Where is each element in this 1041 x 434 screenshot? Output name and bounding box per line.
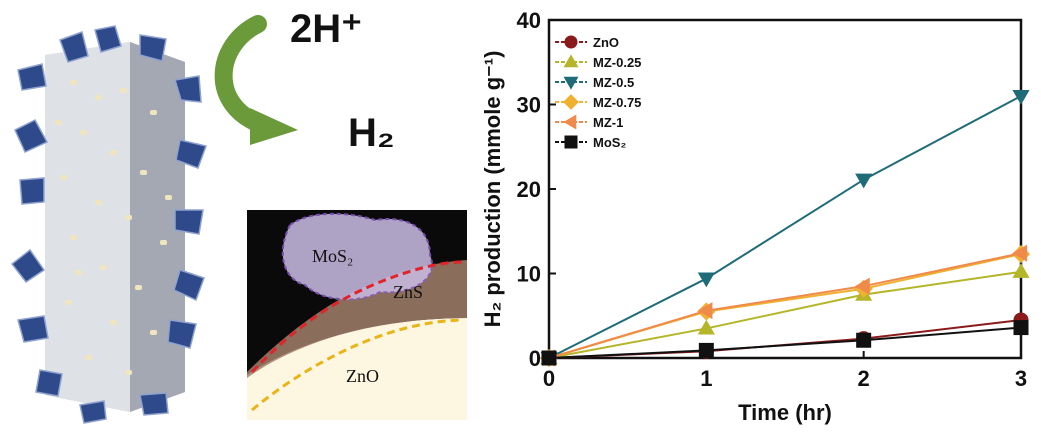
y-tick-label: 20 xyxy=(517,177,541,202)
data-point xyxy=(855,173,873,189)
data-point xyxy=(697,319,715,335)
series-line xyxy=(548,326,1022,359)
y-axis-title: H₂ production (mmole g⁻¹) xyxy=(480,51,505,328)
legend-item: MZ-1 xyxy=(555,114,623,130)
y-tick-label: 40 xyxy=(517,8,541,33)
data-point xyxy=(698,342,714,358)
data-point xyxy=(697,272,715,288)
x-tick-label: 2 xyxy=(858,366,870,391)
y-tick-label: 0 xyxy=(529,346,541,371)
data-point xyxy=(1012,244,1028,262)
legend-marker xyxy=(563,76,579,90)
series-group xyxy=(539,89,1031,368)
plot-frame xyxy=(547,18,1023,360)
data-point xyxy=(854,277,870,295)
curved-arrow-icon xyxy=(214,15,298,145)
plot-area xyxy=(547,18,1023,360)
reactant-label: 2H⁺ xyxy=(290,7,362,51)
product-label: H₂ xyxy=(348,111,395,155)
legend-label: ZnO xyxy=(593,35,619,50)
series-line xyxy=(548,270,1022,359)
data-point xyxy=(856,332,872,348)
legend-item: MZ-0.5 xyxy=(555,75,634,90)
legend: ZnO MZ-0.25 MZ-0.5 MZ-0.75 MZ-1 MoS₂ xyxy=(555,35,641,150)
data-point xyxy=(1013,320,1029,336)
legend-item: ZnO xyxy=(555,35,619,50)
x-tick-label: 1 xyxy=(700,366,712,391)
legend-label: MoS₂ xyxy=(593,135,626,150)
series-5 xyxy=(541,320,1029,366)
series-line xyxy=(548,253,1022,359)
data-point xyxy=(541,350,557,366)
legend-marker xyxy=(563,114,577,130)
y-tick-label: 10 xyxy=(517,262,541,287)
legend-marker xyxy=(564,35,578,49)
legend-label: MZ-0.25 xyxy=(593,55,641,70)
data-point xyxy=(1012,263,1030,278)
legend-marker xyxy=(563,54,579,68)
legend-item: MZ-0.75 xyxy=(555,94,641,110)
series-4 xyxy=(540,244,1028,367)
legend-item: MoS₂ xyxy=(555,135,626,150)
photocatalysis-illustration: 2H⁺ H₂ MoS₂ ZnS ZnO xyxy=(10,7,467,424)
x-tick-label: 3 xyxy=(1015,366,1027,391)
legend-marker xyxy=(563,94,579,110)
series-line xyxy=(548,95,1022,359)
tem-label-zno: ZnO xyxy=(346,366,379,386)
x-axis-title: Time (hr) xyxy=(738,400,832,425)
tem-image-inset: MoS₂ ZnS ZnO xyxy=(247,210,467,420)
tem-label-mos2: MoS₂ xyxy=(312,246,353,266)
x-tick-label: 0 xyxy=(543,366,555,391)
tem-label-zns: ZnS xyxy=(393,282,423,302)
legend-item: MZ-0.25 xyxy=(555,54,641,70)
series-1 xyxy=(540,263,1030,365)
series-line xyxy=(548,252,1022,359)
series-line xyxy=(548,318,1022,359)
nanorod-illustration xyxy=(10,25,207,424)
series-3 xyxy=(539,244,1031,368)
data-point xyxy=(697,302,713,320)
data-point xyxy=(1012,89,1030,105)
legend-label: MZ-0.75 xyxy=(593,95,641,110)
y-tick-label: 30 xyxy=(517,93,541,118)
legend-label: MZ-0.5 xyxy=(593,75,634,90)
series-2 xyxy=(540,89,1030,367)
legend-label: MZ-1 xyxy=(593,115,623,130)
legend-marker xyxy=(564,135,578,149)
